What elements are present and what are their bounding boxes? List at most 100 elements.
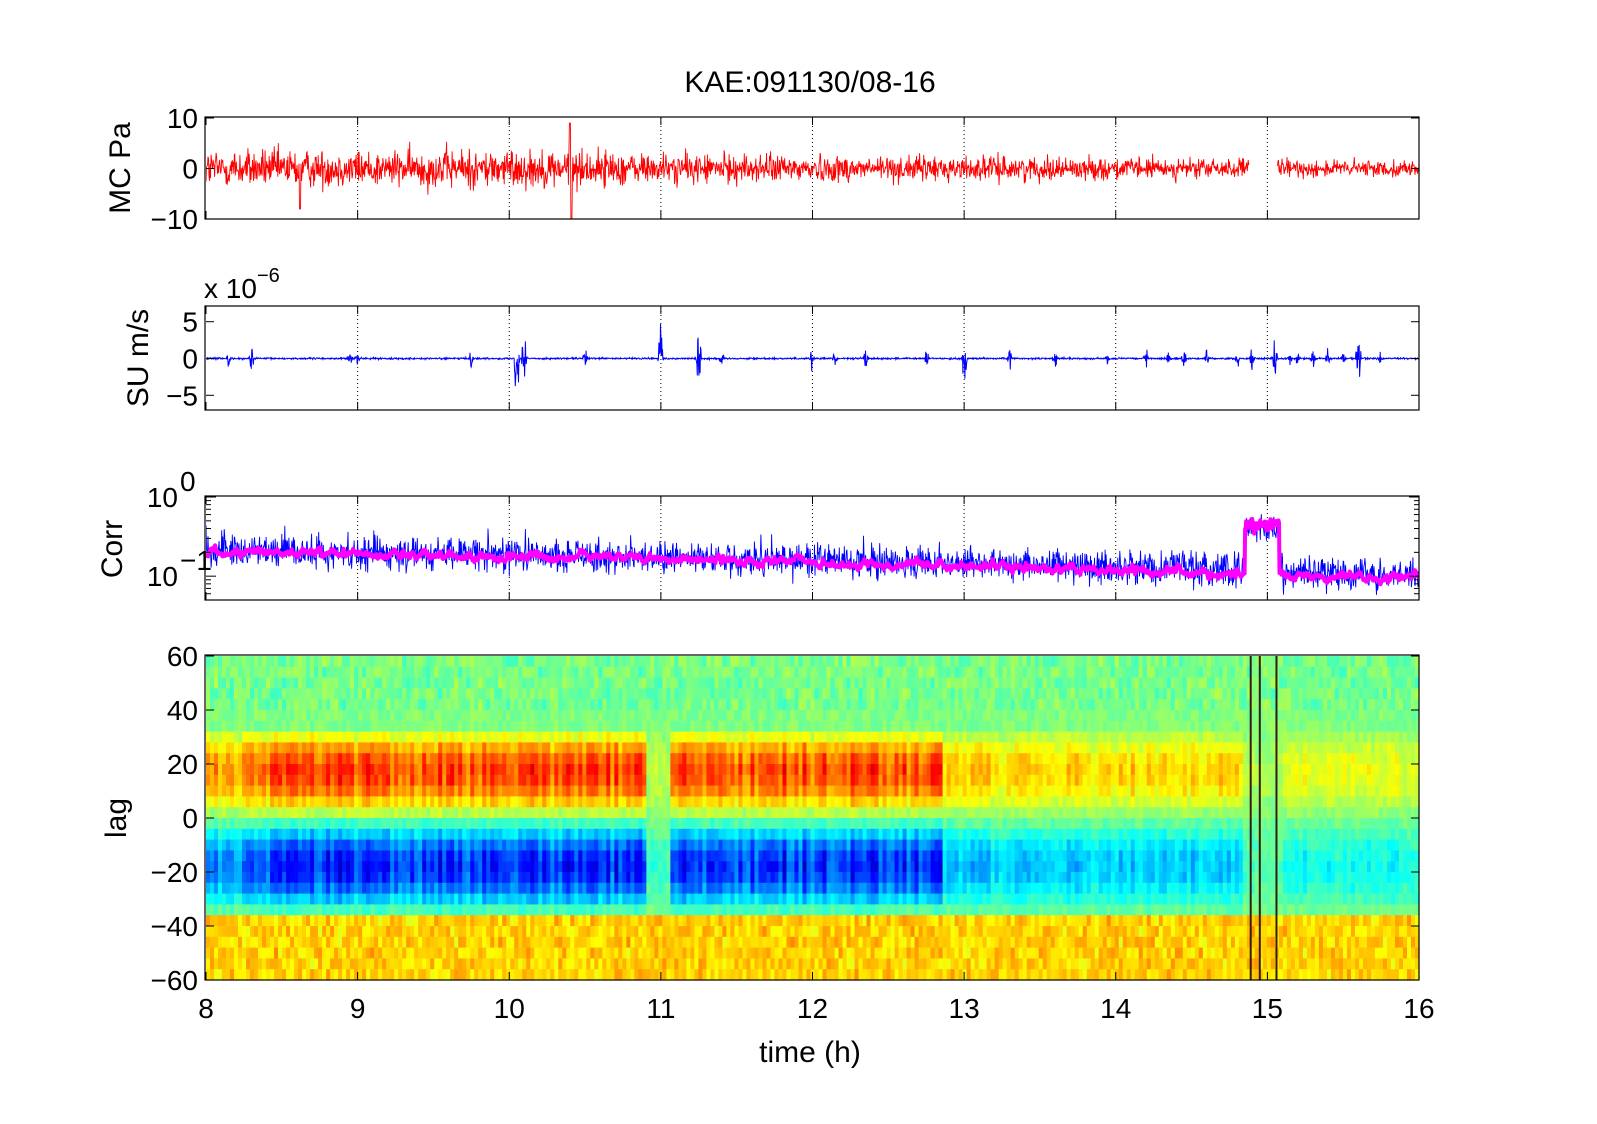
heatmap-cell <box>518 774 523 787</box>
heatmap-cell <box>486 785 491 797</box>
heatmap-cell <box>250 774 255 787</box>
heatmap-cell <box>290 774 295 787</box>
heatmap-cell <box>602 850 607 862</box>
heatmap-cell <box>778 710 784 722</box>
heatmap-cell <box>526 677 531 689</box>
heatmap-cell <box>634 774 639 787</box>
heatmap-cell <box>738 656 744 668</box>
heatmap-cell <box>574 774 579 787</box>
heatmap-cell <box>774 666 780 679</box>
heatmap-cell <box>670 958 675 970</box>
heatmap-cell <box>218 656 223 668</box>
heatmap-cell <box>678 656 683 668</box>
heatmap-cell <box>262 872 267 884</box>
heatmap-cell <box>410 882 415 895</box>
heatmap-cell <box>238 720 243 733</box>
heatmap-cell <box>486 947 491 959</box>
heatmap-cell <box>470 656 475 668</box>
heatmap-cell <box>234 915 239 927</box>
heatmap-cell <box>530 958 535 970</box>
heatmap-cell <box>314 710 319 722</box>
heatmap-cell <box>242 774 247 787</box>
heatmap-cell <box>726 785 732 797</box>
heatmap-cell <box>746 893 752 905</box>
heatmap-cell <box>590 731 595 743</box>
heatmap-cell <box>470 753 475 765</box>
heatmap-cell <box>470 774 475 787</box>
heatmap-cell <box>374 915 379 927</box>
heatmap-cell <box>242 969 247 981</box>
heatmap-cell <box>306 699 311 711</box>
heatmap-cell <box>558 915 563 927</box>
heatmap-cell <box>606 936 611 949</box>
heatmap-cell <box>570 915 575 927</box>
heatmap-cell <box>450 872 455 884</box>
heatmap-cell <box>842 656 848 668</box>
heatmap-cell <box>746 785 752 797</box>
heatmap-cell <box>374 818 379 830</box>
heatmap-cell <box>262 958 267 970</box>
heatmap-cell <box>646 828 651 841</box>
heatmap-cell <box>682 742 687 754</box>
heatmap-cell <box>530 785 535 797</box>
heatmap-cell <box>374 839 379 851</box>
heatmap-cell <box>674 699 679 711</box>
heatmap-cell <box>794 904 800 916</box>
heatmap-cell <box>478 785 483 797</box>
heatmap-cell <box>562 699 567 711</box>
heatmap-cell <box>222 656 227 668</box>
heatmap-cell <box>678 850 683 862</box>
heatmap-cell <box>326 969 331 981</box>
heatmap-cell <box>398 850 403 862</box>
heatmap-cell <box>394 796 399 808</box>
heatmap-cell <box>326 904 331 916</box>
heatmap-cell <box>382 926 387 938</box>
heatmap-cell <box>562 893 567 905</box>
heatmap-cell <box>842 807 848 819</box>
heatmap-cell <box>674 915 679 927</box>
heatmap-cell <box>734 818 740 830</box>
heatmap-cell <box>614 882 619 895</box>
heatmap-cell <box>482 656 487 668</box>
heatmap-cell <box>518 764 523 776</box>
heatmap-cell <box>214 720 219 733</box>
heatmap-cell <box>478 796 483 808</box>
heatmap-cell <box>646 904 651 916</box>
heatmap-cell <box>802 926 808 938</box>
heatmap-cell <box>774 807 780 819</box>
heatmap-cell <box>382 753 387 765</box>
heatmap-cell <box>326 666 331 679</box>
heatmap-cell <box>850 753 856 765</box>
heatmap-cell <box>710 731 716 743</box>
heatmap-cell <box>766 742 772 754</box>
heatmap-cell <box>238 774 243 787</box>
heatmap-cell <box>310 915 315 927</box>
heatmap-cell <box>498 710 503 722</box>
heatmap-cell <box>670 742 675 754</box>
heatmap-cell <box>262 742 267 754</box>
heatmap-cell <box>762 731 768 743</box>
heatmap-cell <box>290 796 295 808</box>
heatmap-cell <box>482 677 487 689</box>
heatmap-cell <box>706 710 712 722</box>
heatmap-cell <box>362 904 367 916</box>
heatmap-cell <box>474 753 479 765</box>
heatmap-cell <box>526 764 531 776</box>
heatmap-cell <box>522 872 527 884</box>
heatmap-cell <box>626 666 631 679</box>
heatmap-cell <box>522 785 527 797</box>
heatmap-cell <box>258 904 263 916</box>
heatmap-cell <box>658 785 663 797</box>
heatmap-cell <box>270 753 275 765</box>
heatmap-cell <box>242 936 247 949</box>
heatmap-cell <box>454 666 459 679</box>
heatmap-cell <box>662 958 667 970</box>
heatmap-cell <box>682 872 687 884</box>
heatmap-cell <box>730 710 736 722</box>
heatmap-cell <box>350 774 355 787</box>
heatmap-cell <box>350 828 355 841</box>
heatmap-cell <box>810 753 816 765</box>
heatmap-cell <box>494 764 499 776</box>
heatmap-cell <box>646 742 651 754</box>
heatmap-cell <box>778 753 784 765</box>
